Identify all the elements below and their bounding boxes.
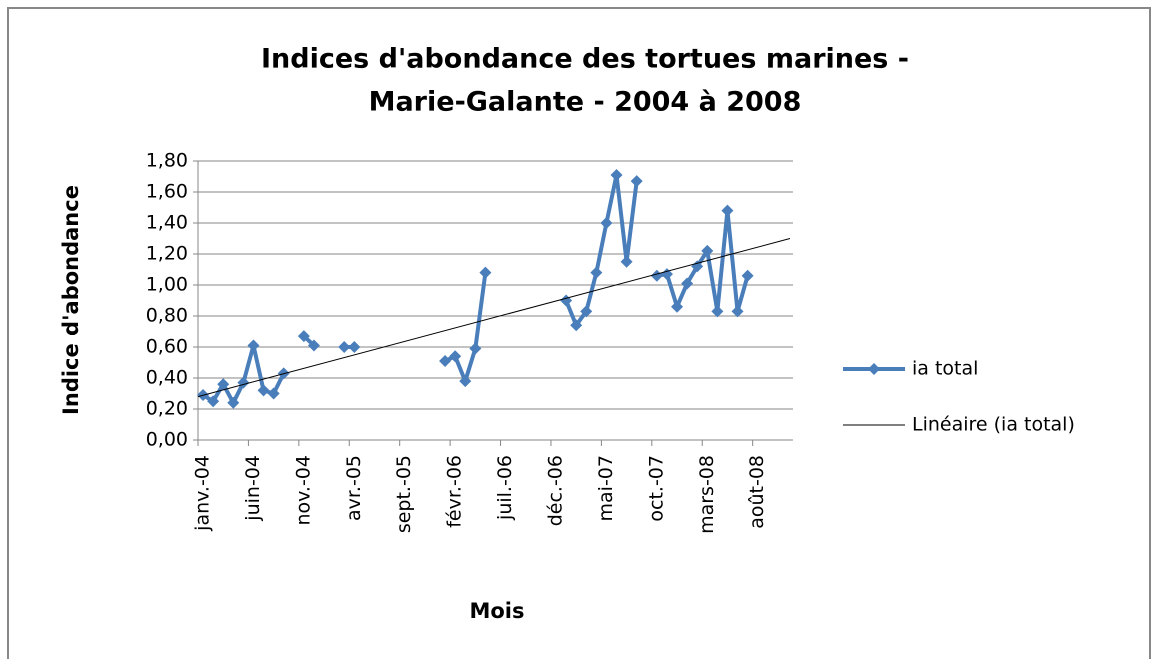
- data-point: [570, 319, 583, 332]
- x-tick-label: mars-08: [696, 455, 718, 534]
- y-tick-label: 0,00: [146, 429, 188, 451]
- data-point: [691, 260, 704, 273]
- data-point: [600, 217, 613, 229]
- chart-title: Marie-Galante - 2004 à 2008: [369, 87, 802, 118]
- legend-label: ia total: [912, 358, 978, 380]
- data-point: [439, 354, 452, 367]
- y-tick-label: 0,20: [146, 398, 188, 420]
- data-point: [227, 396, 240, 409]
- x-tick-label: mai-07: [595, 455, 617, 521]
- data-point: [247, 339, 260, 352]
- x-tick-label: août-08: [746, 455, 768, 529]
- legend-marker: [868, 363, 880, 375]
- data-point: [479, 266, 492, 279]
- y-tick-label: 0,60: [146, 336, 188, 358]
- data-point: [650, 269, 663, 282]
- data-point: [590, 266, 603, 279]
- y-tick-label: 1,60: [146, 181, 188, 203]
- data-point: [721, 204, 734, 217]
- x-tick-label: oct.-07: [645, 455, 667, 522]
- y-tick-label: 1,80: [146, 150, 188, 172]
- data-point: [217, 378, 230, 391]
- x-tick-label: janv.-04: [192, 455, 214, 532]
- data-point: [207, 395, 220, 408]
- data-point: [660, 268, 673, 281]
- data-point: [711, 305, 724, 318]
- series-line: [656, 208, 750, 314]
- chart-title: Indices d'abondance des tortues marines …: [261, 44, 909, 75]
- trend-line: [197, 238, 791, 398]
- x-tick-label: sept.-05: [393, 455, 415, 533]
- data-point: [620, 255, 633, 268]
- data-point: [257, 384, 270, 397]
- data-point: [701, 244, 714, 257]
- x-axis-label: Mois: [469, 599, 524, 623]
- data-point: [580, 305, 593, 318]
- data-point: [469, 342, 482, 355]
- legend-label: Linéaire (ia total): [912, 414, 1075, 436]
- data-point: [671, 300, 684, 313]
- y-tick-label: 1,20: [146, 243, 188, 265]
- data-point: [731, 305, 744, 318]
- data-point: [610, 168, 623, 181]
- x-tick-label: nov.-04: [292, 455, 314, 526]
- x-tick-label: avr.-05: [343, 455, 365, 521]
- data-point: [267, 387, 280, 400]
- y-tick-label: 1,00: [146, 274, 188, 296]
- data-point: [459, 375, 472, 388]
- y-tick-label: 0,40: [146, 367, 188, 389]
- y-axis-label: Indice d'abondance: [59, 185, 83, 415]
- y-tick-label: 0,80: [146, 305, 188, 327]
- data-point: [307, 339, 320, 352]
- data-point: [348, 341, 361, 353]
- x-tick-label: févr.-06: [444, 455, 466, 528]
- data-point: [741, 269, 754, 282]
- data-point: [681, 277, 694, 290]
- data-point: [338, 341, 351, 353]
- y-tick-label: 1,40: [146, 212, 188, 234]
- data-point: [449, 350, 462, 363]
- data-point: [630, 175, 643, 188]
- x-tick-label: juin-04: [242, 455, 264, 522]
- x-tick-label: juil.-06: [494, 455, 516, 521]
- x-tick-label: déc.-06: [545, 455, 567, 526]
- data-point: [297, 330, 310, 343]
